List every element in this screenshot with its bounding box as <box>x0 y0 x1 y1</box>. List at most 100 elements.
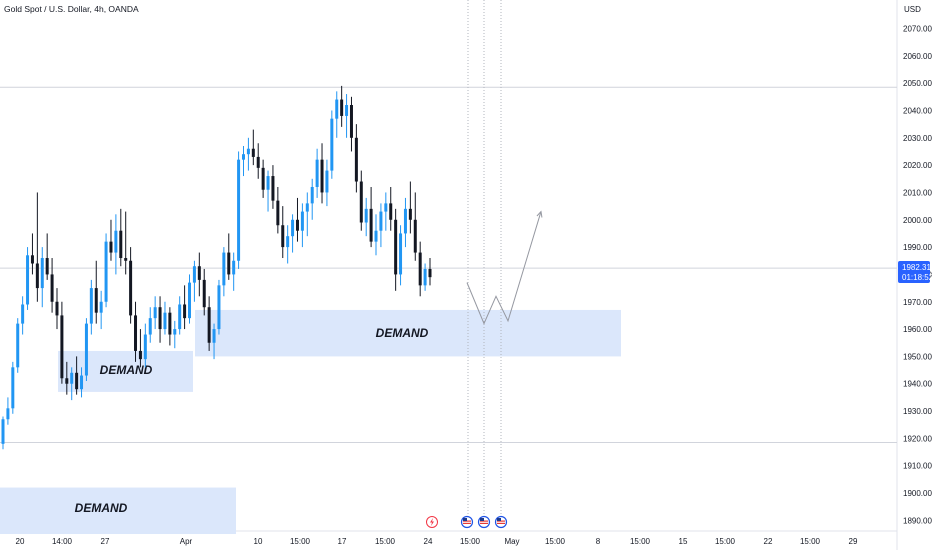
candle-body <box>65 378 69 384</box>
us-flag-icon[interactable] <box>477 515 491 529</box>
time-tick-label: May <box>504 537 519 546</box>
demand-zone[interactable] <box>195 309 621 357</box>
candle-body <box>35 263 39 289</box>
candle-body <box>80 375 84 390</box>
candle-body <box>129 260 133 316</box>
candle-body <box>143 334 147 360</box>
price-tick-label: 1990.000 <box>903 243 932 252</box>
candle-body <box>114 230 118 253</box>
price-tick-label: 2000.000 <box>903 216 932 225</box>
candle-body <box>134 315 138 351</box>
candle-body <box>40 258 44 289</box>
candle-body <box>266 176 270 190</box>
candle-body <box>413 219 417 253</box>
candle-body <box>246 148 250 155</box>
candle-body <box>241 154 245 160</box>
projection-path[interactable] <box>466 210 543 325</box>
candle-body <box>55 301 59 316</box>
price-tick-label: 2050.000 <box>903 79 932 88</box>
currency-label: USD <box>904 5 921 14</box>
candle-body <box>310 186 314 204</box>
time-tick-label: 15:00 <box>545 537 566 546</box>
candle-body <box>340 99 344 116</box>
price-tick-label: 2070.000 <box>903 25 932 34</box>
candle-body <box>1 419 5 444</box>
time-tick-label: 24 <box>424 537 433 546</box>
candle-body <box>26 255 30 305</box>
candle-body <box>45 258 49 275</box>
time-tick-label: 15:00 <box>290 537 311 546</box>
price-tick-label: 1930.000 <box>903 407 932 416</box>
candle-body <box>251 148 255 157</box>
candle-body <box>364 208 368 223</box>
lightning-icon[interactable] <box>426 516 438 528</box>
price-tick-label: 2030.000 <box>903 134 932 143</box>
candle-body <box>227 252 231 275</box>
time-tick-label: 17 <box>338 537 347 546</box>
demand-zone-label: DEMAND <box>376 326 429 340</box>
candle-body <box>84 323 88 376</box>
projection-arrowhead <box>536 210 543 218</box>
us-flag-icon[interactable] <box>460 515 474 529</box>
bar-countdown: 01:18:52 <box>902 273 932 282</box>
candle-body <box>99 301 103 313</box>
candle-body <box>295 219 299 231</box>
candle-body <box>291 219 295 237</box>
candle-body <box>153 307 157 319</box>
candle-body <box>428 268 432 278</box>
candle-body <box>70 372 74 384</box>
time-tick-label: 15 <box>679 537 688 546</box>
current-price-value: 1982.315 <box>902 263 932 272</box>
candle-body <box>212 329 216 343</box>
price-tick-label: 2060.000 <box>903 52 932 61</box>
us-flag-icon[interactable] <box>494 515 508 529</box>
candle-body <box>389 203 393 220</box>
candle-body <box>158 307 162 330</box>
candle-body <box>271 176 275 201</box>
candle-body <box>325 170 329 193</box>
candle-body <box>109 241 113 253</box>
candle-body <box>261 167 265 190</box>
demand-zones: DEMAND DEMAND DEMAND <box>0 309 621 535</box>
candle-body <box>75 372 79 390</box>
projection-line[interactable] <box>466 211 542 325</box>
candle-body <box>173 329 177 335</box>
time-tick-label: 22 <box>764 537 773 546</box>
symbol-title: Gold Spot / U.S. Dollar, 4h, OANDA <box>4 4 139 14</box>
time-tick-label: 15:00 <box>630 537 651 546</box>
price-tick-label: 1970.000 <box>903 298 932 307</box>
candle-body <box>119 230 123 259</box>
candle-body <box>6 408 10 420</box>
candle-body <box>104 241 108 302</box>
price-tick-label: 2010.000 <box>903 188 932 197</box>
candle-body <box>305 203 309 212</box>
price-tick-label: 2040.000 <box>903 106 932 115</box>
candle-body <box>30 255 34 264</box>
time-tick-label: 15:00 <box>375 537 396 546</box>
price-tick-label: 2020.000 <box>903 161 932 170</box>
candle-body <box>207 307 211 343</box>
candle-body <box>276 200 280 226</box>
current-price-badge <box>898 261 930 283</box>
price-tick-label: 1910.000 <box>903 462 932 471</box>
candle-body <box>384 203 388 212</box>
price-tick-label: 1950.000 <box>903 352 932 361</box>
candle-body <box>138 350 142 360</box>
candle-body <box>124 258 128 261</box>
candle-body <box>345 105 349 116</box>
candle-body <box>188 282 192 319</box>
candle-body <box>394 219 398 275</box>
time-tick-label: 15:00 <box>800 537 821 546</box>
price-tick-label: 1960.000 <box>903 325 932 334</box>
price-tick-label: 1890.000 <box>903 516 932 525</box>
price-tick-label: 1920.000 <box>903 434 932 443</box>
candle-body <box>408 208 412 220</box>
time-tick-label: 8 <box>596 537 601 546</box>
demand-zone[interactable] <box>0 487 236 535</box>
candle-body <box>197 266 201 280</box>
current-price-label: 1982.315 01:18:52 <box>898 261 932 283</box>
horizontal-lines <box>0 86 897 443</box>
time-tick-label: 15:00 <box>715 537 736 546</box>
